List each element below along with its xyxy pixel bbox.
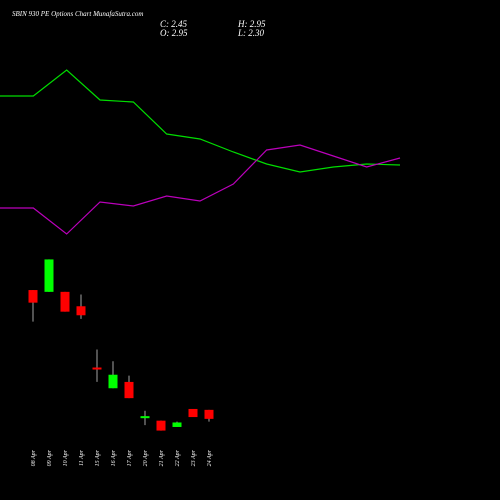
ohlc-low: L: 2.30 <box>237 28 265 38</box>
x-tick-label: 17 Apr <box>127 449 133 466</box>
x-tick-label: 22 Apr <box>175 449 181 466</box>
x-tick-label: 24 Apr <box>206 449 213 466</box>
ohlc-close: C: 2.45 <box>160 19 188 29</box>
x-tick-label: 09 Apr <box>47 449 53 466</box>
candle-body <box>76 306 86 316</box>
candle-body <box>60 291 70 312</box>
ohlc-open: O: 2.95 <box>160 28 188 38</box>
candle-body <box>108 374 118 389</box>
chart-title: SBIN 930 PE Options Chart MunafaSutra.co… <box>12 10 143 18</box>
x-tick-label: 10 Apr <box>63 449 69 466</box>
candle-body <box>92 367 102 370</box>
indicator-line <box>0 69 401 173</box>
x-tick-label: 23 Apr <box>191 449 197 466</box>
candle-body <box>140 416 150 419</box>
candle-body <box>204 409 214 419</box>
x-tick-label: 11 Apr <box>79 449 85 466</box>
candle-body <box>124 381 134 399</box>
candle-body <box>172 422 182 427</box>
x-tick-label: 20 Apr <box>143 449 149 466</box>
candle-body <box>156 420 166 431</box>
x-tick-label: 15 Apr <box>95 449 101 466</box>
x-tick-label: 16 Apr <box>111 449 117 466</box>
candle-body <box>188 408 198 418</box>
ohlc-high: H: 2.95 <box>237 19 266 29</box>
candle-body <box>44 259 54 292</box>
indicator-line <box>0 144 401 235</box>
x-tick-label: 08 Apr <box>31 449 37 466</box>
candle-body <box>28 290 38 303</box>
x-tick-label: 21 Apr <box>159 449 165 466</box>
